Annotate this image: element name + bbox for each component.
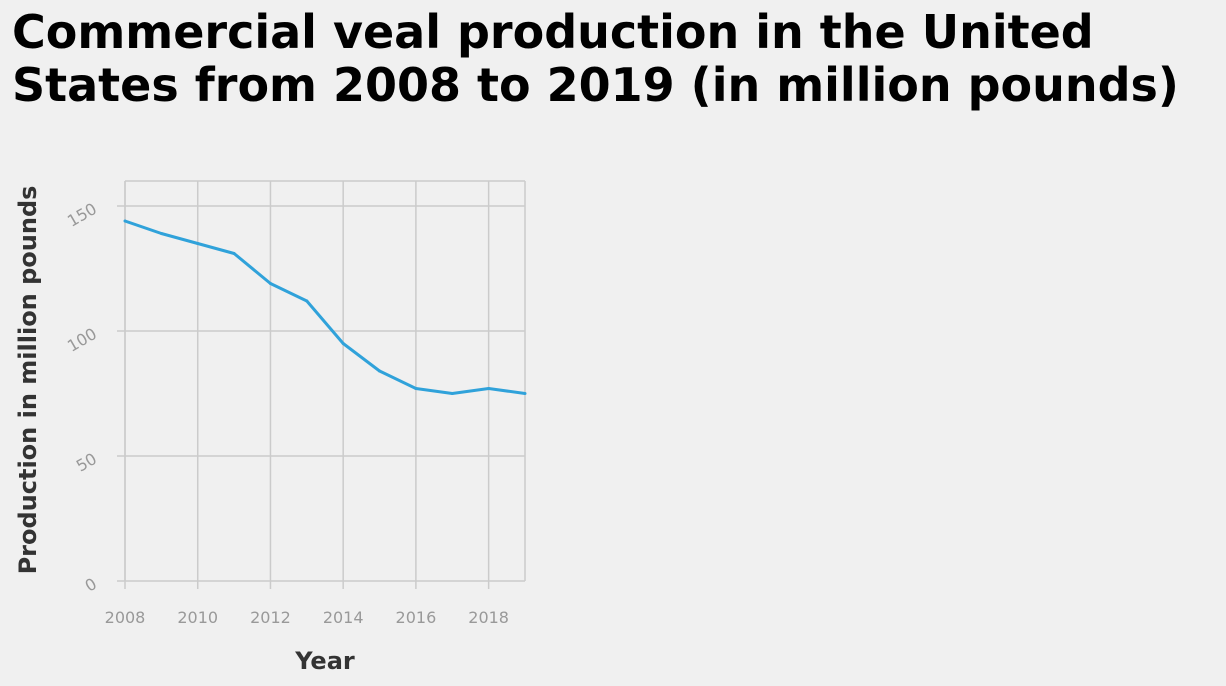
x-tick-label: 2012 [250, 608, 291, 627]
data-point [414, 387, 418, 390]
axis-ticks: 2008 2010 2012 2014 2016 2018 0 50 100 150 [64, 199, 509, 627]
data-point [341, 342, 345, 345]
x-tick-label: 2014 [323, 608, 364, 627]
data-point [159, 232, 163, 235]
data-point [268, 282, 272, 285]
y-tick-label: 50 [73, 449, 100, 476]
data-point [196, 242, 200, 245]
y-tick-label: 150 [64, 199, 100, 231]
data-point [487, 387, 491, 390]
x-tick-label: 2016 [396, 608, 437, 627]
data-point [378, 369, 382, 373]
data-point [232, 252, 236, 255]
series-layer [123, 219, 527, 395]
y-tick-label: 0 [82, 574, 100, 596]
y-axis-label: Production in million pounds [14, 186, 42, 575]
chart-title-line-2: States from 2008 to 2019 (in million pou… [12, 58, 1179, 112]
series-line [124, 219, 526, 395]
x-tick-label: 2008 [105, 608, 146, 627]
grid [117, 180, 526, 589]
x-axis-label: Year [294, 647, 355, 675]
y-tick-label: 100 [64, 324, 100, 356]
data-point [305, 299, 309, 303]
x-tick-label: 2010 [177, 608, 218, 627]
chart-title-line-1: Commercial veal production in the United [12, 5, 1094, 59]
data-point [123, 219, 127, 223]
data-point [523, 392, 527, 395]
data-point [450, 392, 454, 395]
x-tick-label: 2018 [468, 608, 509, 627]
